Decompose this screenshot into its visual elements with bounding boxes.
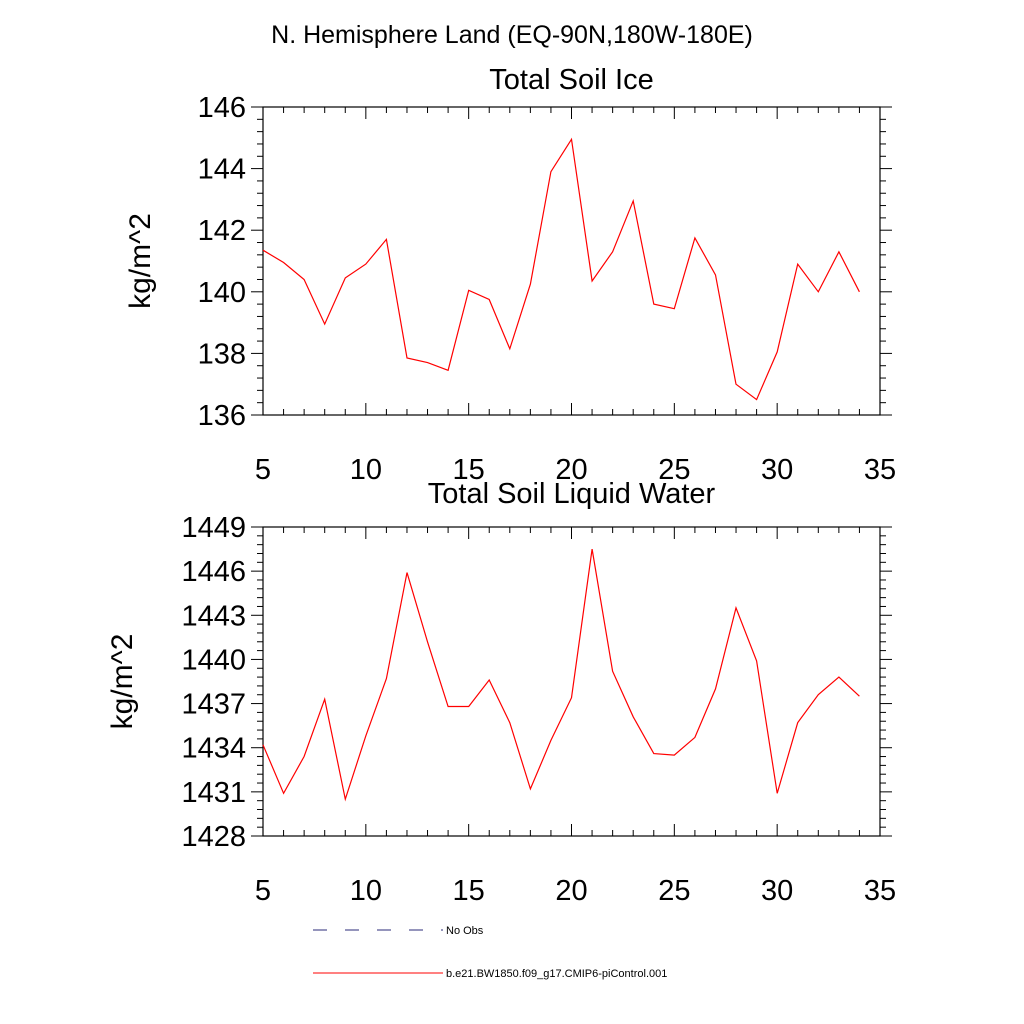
x-tick-label: 35 <box>864 454 896 486</box>
y-tick-label: 1446 <box>181 556 246 588</box>
y-tick-label: 140 <box>198 277 246 309</box>
x-tick-label: 35 <box>864 875 896 907</box>
x-tick-label: 10 <box>350 875 382 907</box>
legend-label: b.e21.BW1850.f09_g17.CMIP6-piControl.001 <box>446 968 667 980</box>
legend-label: No Obs <box>446 925 484 937</box>
y-tick-label: 144 <box>198 154 246 186</box>
y-tick-label: 136 <box>198 400 246 432</box>
chart-title: Total Soil Ice <box>489 64 653 96</box>
x-tick-label: 25 <box>658 454 690 486</box>
figure-main-title: N. Hemisphere Land (EQ-90N,180W-180E) <box>271 21 753 49</box>
x-tick-label: 5 <box>255 454 271 486</box>
x-tick-label: 15 <box>453 454 485 486</box>
x-tick-label: 20 <box>555 454 587 486</box>
x-tick-label: 30 <box>761 454 793 486</box>
series-line <box>262 549 860 802</box>
legend: No Obs b.e21.BW1850.f09_g17.CMIP6-piContr… <box>313 925 667 980</box>
plot-frame <box>262 106 881 416</box>
x-tick-label: 30 <box>761 875 793 907</box>
plot-frame <box>262 526 881 837</box>
x-tick-label: 5 <box>255 875 271 907</box>
x-tick-label: 25 <box>658 875 690 907</box>
y-tick-label: 1434 <box>181 733 246 765</box>
y-tick-label: 1449 <box>181 512 246 544</box>
y-tick-label: 146 <box>198 92 246 124</box>
x-tick-label: 20 <box>555 875 587 907</box>
chart-total-soil-ice: Total Soil Ice kg/m^2 5 10 15 20 25 30 35 136 138 1… <box>124 64 896 486</box>
y-tick-label: 1431 <box>181 777 246 809</box>
y-tick-label: 1440 <box>181 644 246 676</box>
x-tick-label: 10 <box>350 454 382 486</box>
y-tick-label: 142 <box>198 215 246 247</box>
series-line <box>262 137 860 401</box>
y-tick-label: 1428 <box>181 821 246 853</box>
y-axis-label: kg/m^2 <box>106 634 139 730</box>
y-tick-label: 138 <box>198 338 246 370</box>
y-tick-label: 1443 <box>181 600 246 632</box>
chart-total-soil-liquid-water: Total Soil Liquid Water kg/m^2 5 10 15 20 25 30… <box>106 478 896 907</box>
chart-title: Total Soil Liquid Water <box>428 478 716 510</box>
x-tick-label: 15 <box>453 875 485 907</box>
y-tick-label: 1437 <box>181 689 246 721</box>
y-axis-label: kg/m^2 <box>124 213 157 309</box>
